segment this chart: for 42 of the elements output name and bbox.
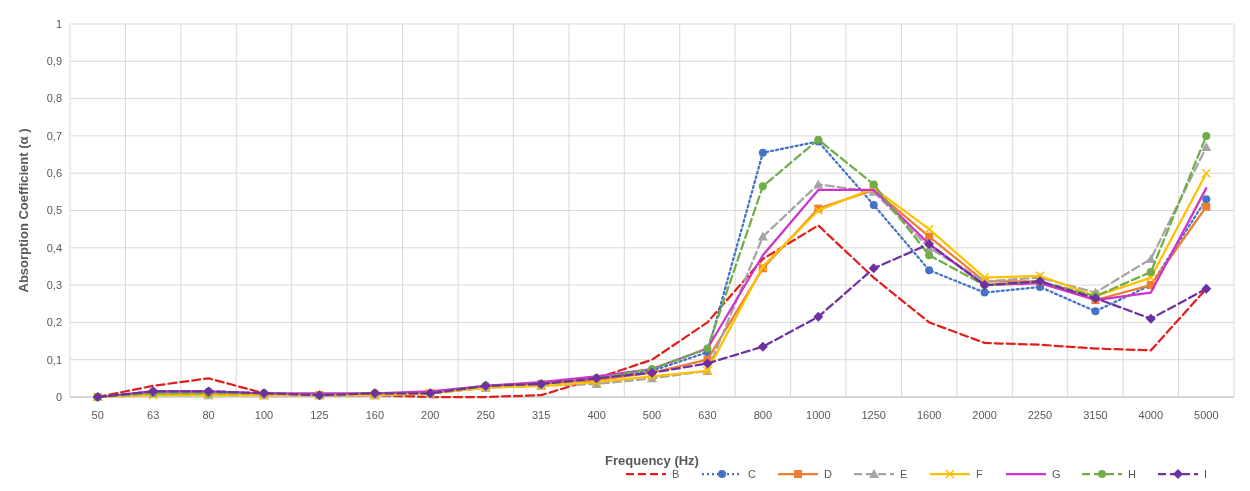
legend-label: B: [672, 467, 680, 480]
x-tick-label: 50: [91, 409, 104, 421]
legend-label: E: [900, 467, 908, 480]
y-tick-label: 0,6: [46, 167, 62, 180]
y-tick-label: 1: [55, 17, 62, 30]
x-tick-label: 63: [147, 409, 160, 421]
x-tick-label: 2250: [1027, 409, 1053, 421]
x-tick-label: 315: [531, 409, 551, 421]
y-tick-label: 0,4: [46, 241, 62, 254]
x-tick-label: 80: [202, 409, 215, 421]
x-tick-label: 800: [753, 409, 773, 421]
y-tick-label: 0,1: [46, 353, 62, 366]
y-tick-label: 0,7: [46, 129, 62, 142]
legend-label: H: [1128, 467, 1136, 480]
y-tick-label: 0,3: [46, 278, 62, 291]
legend-label: G: [1052, 467, 1061, 480]
x-tick-label: 3150: [1083, 409, 1108, 421]
x-tick-label: 400: [587, 409, 606, 421]
x-tick-label: 160: [365, 409, 385, 421]
x-tick-label: 100: [254, 409, 274, 421]
x-tick-label: 1000: [806, 409, 831, 421]
legend-label: F: [976, 467, 983, 480]
legend-label: C: [748, 467, 756, 480]
x-tick-label: 200: [421, 409, 440, 421]
x-axis-title: Frequency (Hz): [605, 453, 699, 468]
x-tick-label: 125: [310, 409, 329, 421]
x-tick-label: 500: [642, 409, 662, 421]
y-tick-label: 0,2: [46, 316, 62, 329]
y-tick-label: 0,9: [46, 55, 62, 68]
x-tick-label: 1250: [861, 409, 886, 421]
legend-label: I: [1204, 467, 1208, 480]
y-tick-label: 0,8: [46, 92, 62, 105]
y-axis-title: Absorption Coefficient (α ): [16, 128, 31, 293]
y-tick-label: 0,5: [46, 204, 62, 217]
y-tick-label: 0: [55, 390, 62, 403]
x-tick-label: 1600: [916, 409, 942, 421]
x-tick-label: 5000: [1194, 409, 1219, 421]
x-tick-label: 630: [698, 409, 717, 421]
legend-label: D: [824, 467, 832, 480]
x-tick-label: 250: [476, 409, 495, 421]
x-tick-label: 4000: [1138, 409, 1164, 421]
x-tick-label: 2000: [972, 409, 997, 421]
